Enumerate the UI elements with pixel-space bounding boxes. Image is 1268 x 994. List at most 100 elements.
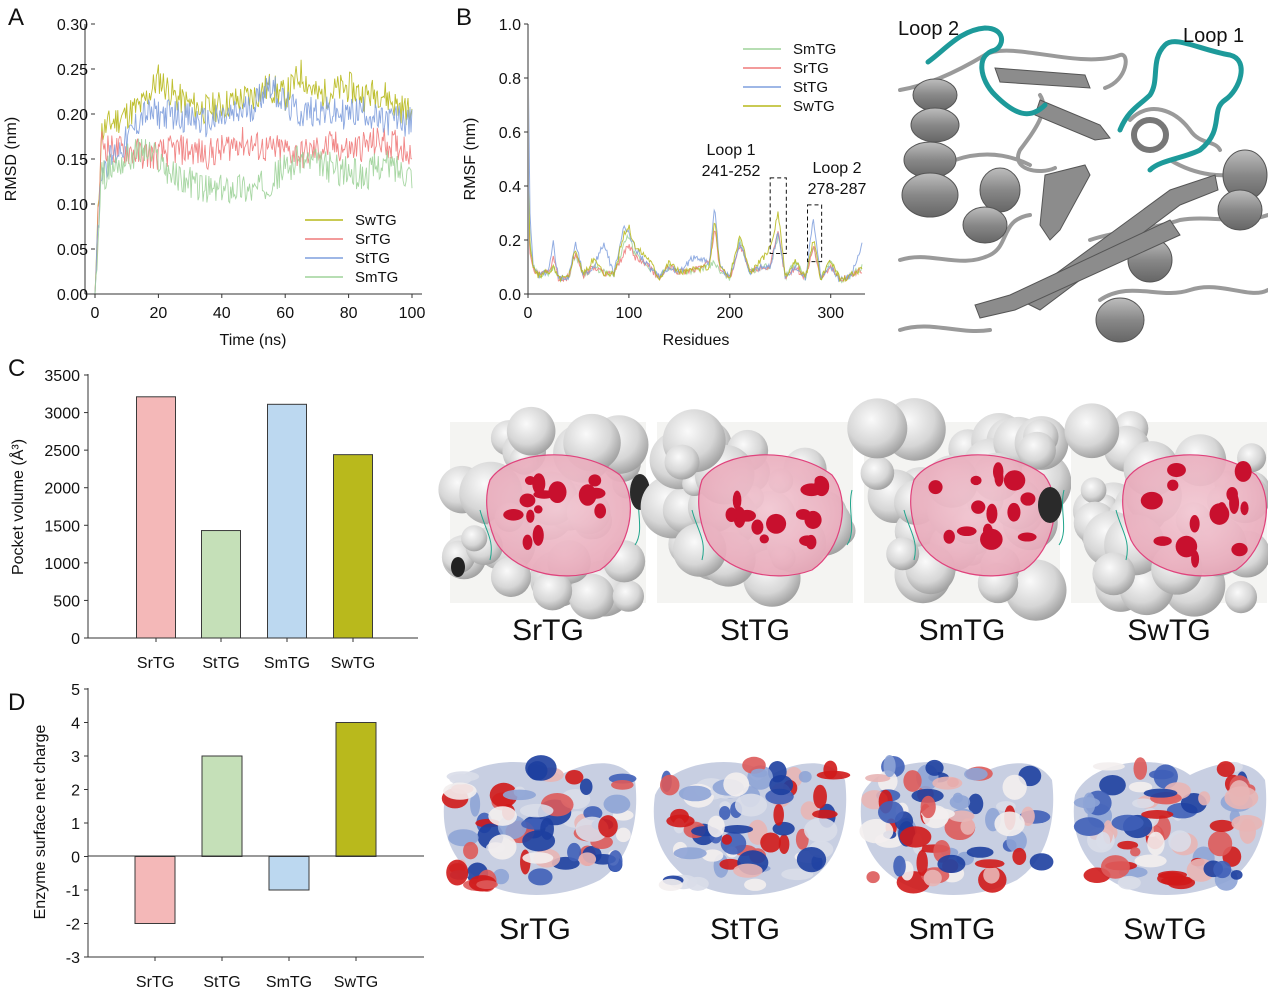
- charge-patch: [866, 871, 880, 884]
- electrostatic-image-label: SrTG: [499, 913, 571, 946]
- b-y-ticks: 0.0 0.2 0.4 0.6 0.8 1.0: [499, 17, 528, 304]
- charge-patch: [1134, 854, 1167, 868]
- y-tick-label: 0.00: [57, 287, 88, 304]
- loop-1-label: Loop 1: [707, 142, 756, 159]
- charge-patch: [893, 855, 906, 877]
- loop-2-label: Loop 2: [813, 160, 862, 177]
- loop-1-trace: [1117, 39, 1244, 173]
- charge-patch: [966, 846, 994, 858]
- panel-letter-a: A: [8, 4, 24, 31]
- x-tick-label: 300: [817, 305, 844, 322]
- pocket-hotspot: [503, 509, 524, 521]
- a-x-ticks: 0 20 40 60 80 100: [91, 294, 425, 322]
- alpha-helices: [901, 78, 1268, 343]
- charge-patch: [1130, 847, 1141, 857]
- protein-cartoon-structure: Loop 2 Loop 1: [898, 0, 1268, 348]
- x-tick-label-srtg: SrTG: [137, 655, 175, 672]
- charge-patch: [865, 774, 891, 783]
- y-tick-label: 2500: [44, 443, 80, 460]
- y-tick-label: 5: [71, 682, 80, 699]
- charge-patch: [878, 800, 904, 824]
- charge-patch: [974, 859, 1005, 869]
- charge-patch: [1148, 769, 1174, 780]
- charge-patch: [721, 834, 733, 845]
- pocket-image-smtg: SmTG: [847, 398, 1072, 647]
- bar-sttg: [201, 755, 243, 857]
- charge-patch: [769, 774, 794, 796]
- surface-blob: [612, 580, 645, 612]
- charge-patch: [1198, 791, 1211, 806]
- pocket-hotspot: [1167, 479, 1179, 491]
- pocket-image-label: SmTG: [919, 614, 1006, 647]
- charge-patch: [1117, 840, 1139, 850]
- y-tick-label: 0.0: [499, 287, 521, 304]
- pocket-hotspot: [1234, 460, 1252, 482]
- charge-patch: [1209, 819, 1235, 833]
- charge-patch: [1128, 781, 1153, 793]
- legend-label-swtg: SwTG: [355, 212, 397, 229]
- y-tick-label: 2000: [44, 481, 80, 498]
- pocket-hotspot: [1007, 502, 1021, 522]
- surface-blob: [860, 456, 895, 490]
- y-tick-label: 0.4: [499, 179, 521, 196]
- y-tick-label: 0.15: [57, 152, 88, 169]
- charge-patch: [1224, 786, 1259, 810]
- x-tick-label: 0: [91, 305, 100, 322]
- charge-patch: [719, 806, 731, 820]
- charge-patch: [463, 841, 479, 860]
- legend-label-srtg: SrTG: [793, 60, 829, 77]
- charge-patch: [1147, 831, 1165, 856]
- y-tick-label: 0.05: [57, 242, 88, 259]
- loop-2-range: 278-287: [808, 181, 867, 198]
- charge-patch: [760, 832, 782, 853]
- surface-shadow: [1038, 487, 1062, 523]
- electrostatic-image-srtg: SrTG: [441, 755, 637, 946]
- pocket-hotspot: [548, 481, 567, 504]
- electrostatic-image-label: StTG: [710, 913, 780, 946]
- charge-patch: [519, 803, 554, 818]
- x-tick-label-srtg: SrTG: [136, 974, 174, 991]
- charge-patch: [1099, 774, 1126, 796]
- charge-patch: [1239, 818, 1256, 844]
- b-y-axis-label: RMSF (nm): [462, 118, 479, 201]
- charge-patch: [701, 849, 724, 862]
- charge-patch: [721, 824, 754, 834]
- pocket-hotspot: [522, 534, 533, 550]
- y-tick-label: 0.30: [57, 17, 88, 34]
- charge-patch: [937, 854, 966, 874]
- charge-patch: [615, 827, 631, 843]
- charge-patch: [1133, 757, 1148, 780]
- loop-1-range: 241-252: [702, 163, 761, 180]
- charge-patch: [812, 809, 838, 819]
- b-legend: SmTG SrTG StTG SwTG: [743, 41, 836, 115]
- charge-patch: [1132, 798, 1155, 809]
- pocket-hotspot: [532, 524, 544, 546]
- surface-blob: [461, 525, 488, 552]
- a-x-axis-label: Time (ns): [220, 332, 287, 349]
- charge-patch: [1207, 830, 1233, 857]
- electrostatic-image-swtg: SwTG: [1073, 757, 1267, 946]
- pocket-hotspot: [800, 483, 823, 497]
- y-tick-label: 2: [71, 783, 80, 800]
- a-legend: SwTG SrTG StTG SmTG: [305, 212, 398, 286]
- highlighted-loops: [925, 25, 1244, 173]
- pocket-hotspot: [1167, 462, 1186, 478]
- electrostatic-image-smtg: SmTG: [859, 754, 1054, 946]
- pocket-hotspot: [804, 510, 822, 529]
- charge-patch: [960, 818, 976, 835]
- charge-patch: [778, 834, 790, 854]
- y-tick-label: -2: [66, 917, 80, 934]
- charge-patch: [678, 785, 712, 802]
- x-tick-label-swtg: SwTG: [334, 974, 378, 991]
- pocket-hotspot: [799, 535, 816, 547]
- c-y-ticks: 0 500 1000 1500 2000 2500 3000 3500: [44, 368, 88, 648]
- y-tick-label: 3: [71, 749, 80, 766]
- charge-patch: [816, 770, 851, 780]
- pocket-hotspot: [986, 503, 998, 524]
- x-tick-label-smtg: SmTG: [266, 974, 312, 991]
- y-tick-label: 0.10: [57, 197, 88, 214]
- x-tick-label: 40: [213, 305, 231, 322]
- charge-patch: [1143, 788, 1178, 798]
- b-x-ticks: 0 100 200 300: [524, 294, 844, 322]
- pocket-hotspot: [1191, 550, 1200, 568]
